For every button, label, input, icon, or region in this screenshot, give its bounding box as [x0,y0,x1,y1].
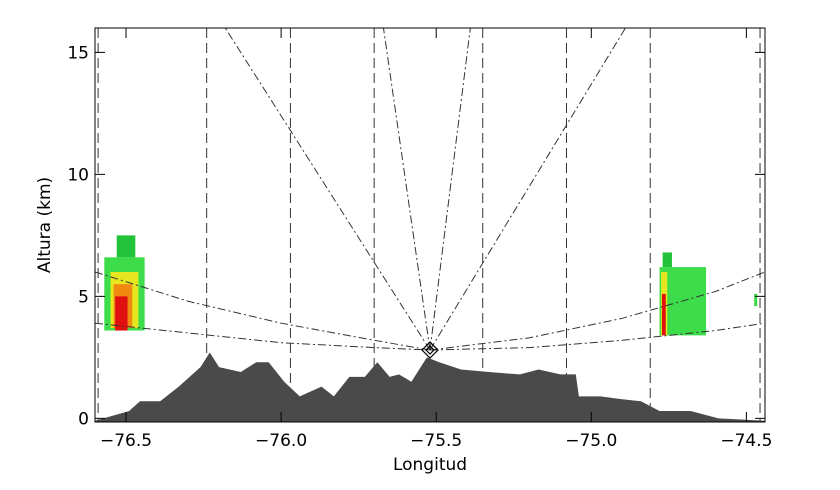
x-tick-label: −75.0 [565,431,617,451]
elevation-curve [94,271,431,351]
x-tick-label: −74.5 [720,431,772,451]
echo-cell [754,293,758,307]
echo-cell [116,235,136,258]
x-axis-label: Longitud [393,455,467,475]
echo-cell [662,252,672,268]
y-tick-label: 15 [67,43,89,63]
plot-frame [94,27,766,423]
beam-line [224,27,431,351]
beam-line [429,27,471,351]
elevation-curve [94,322,431,351]
beam-line [382,27,431,351]
y-tick-label: 0 [78,409,89,429]
radar-marker [421,341,439,359]
elevation-curve [429,271,766,351]
echo-cell [115,296,128,331]
x-tick-label: −75.5 [410,431,462,451]
echo-cell [662,293,666,336]
y-tick-label: 5 [78,287,89,307]
y-tick-label: 10 [67,165,89,185]
beam-line [429,27,626,351]
elevation-curve [429,322,766,351]
terrain [95,352,765,422]
y-axis-label: Altura (km) [35,177,55,273]
x-tick-label: −76.0 [255,431,307,451]
x-tick-label: −76.5 [100,431,152,451]
